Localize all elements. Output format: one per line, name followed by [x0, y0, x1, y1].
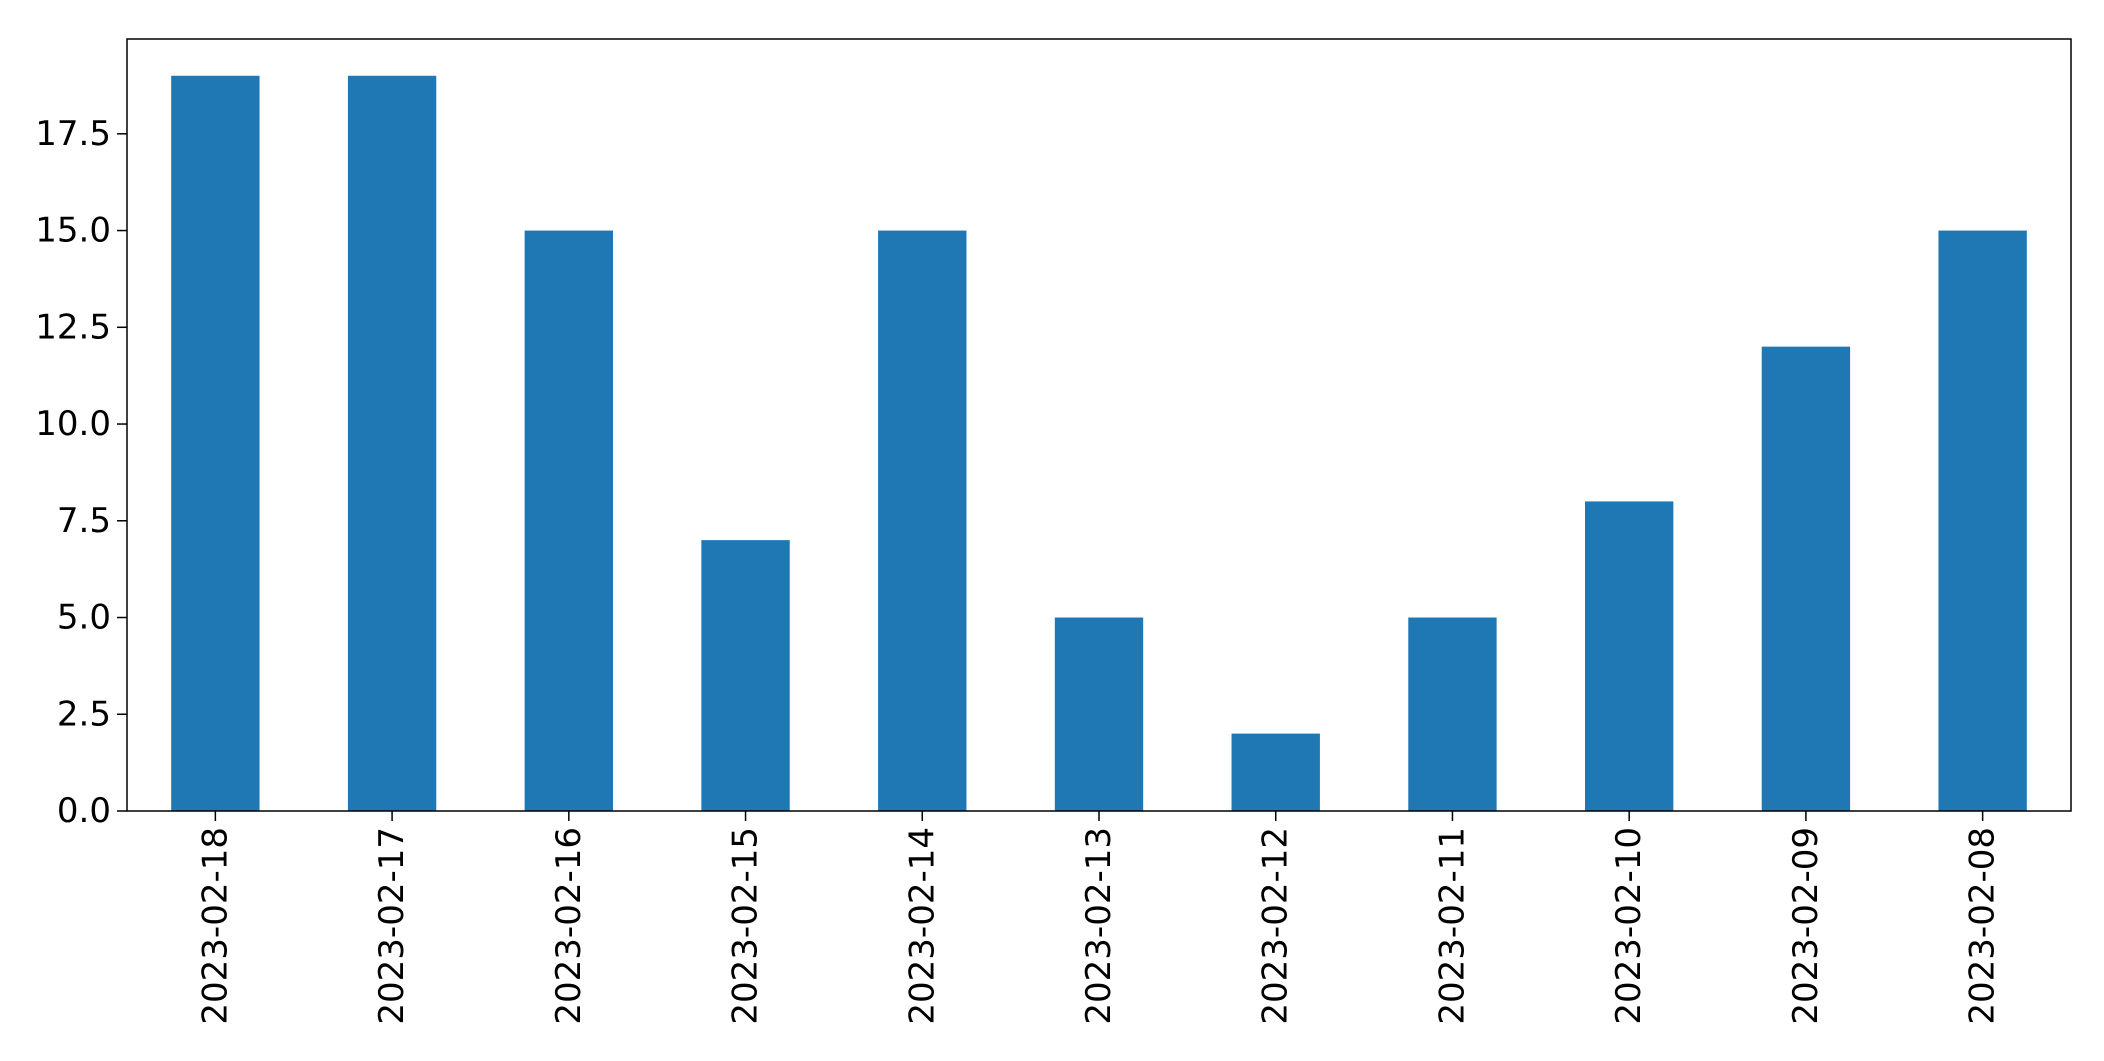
x-tick-label: 2023-02-11	[1432, 827, 1472, 1025]
bar-2023-02-08	[1938, 230, 2027, 811]
bar-2023-02-12	[1231, 733, 1320, 811]
x-tick-label: 2023-02-10	[1609, 827, 1649, 1025]
bar-2023-02-14	[878, 230, 967, 811]
x-tick-label: 2023-02-14	[902, 827, 942, 1025]
y-tick-label: 15.0	[35, 211, 111, 251]
x-tick-label: 2023-02-18	[195, 827, 235, 1025]
y-tick-label: 17.5	[35, 114, 111, 154]
plot-frame	[126, 38, 2072, 812]
x-tick-label: 2023-02-15	[726, 827, 766, 1025]
y-tick-label: 12.5	[35, 307, 111, 347]
x-tick-label: 2023-02-13	[1079, 827, 1119, 1025]
bar-2023-02-17	[347, 75, 437, 811]
x-axis: 2023-02-18 2023-02-17 2023-02-16 2023-02-15…	[195, 811, 2003, 1025]
bars-group	[171, 75, 2027, 811]
y-axis: 0.0 2.5 5.0 7.5 10.0 12.5 15.0 17.5	[35, 114, 127, 831]
x-tick-label: 2023-02-16	[549, 827, 589, 1025]
bar-2023-02-15	[701, 540, 790, 811]
bar-2023-02-18	[171, 75, 260, 811]
y-tick-label: 10.0	[35, 404, 111, 444]
y-tick-label: 2.5	[57, 694, 111, 734]
bar-2023-02-13	[1054, 617, 1144, 811]
x-tick-label: 2023-02-17	[372, 827, 412, 1025]
x-tick-label: 2023-02-12	[1256, 827, 1296, 1025]
x-tick-label: 2023-02-09	[1786, 827, 1826, 1025]
y-tick-label: 7.5	[57, 501, 111, 541]
bar-2023-02-10	[1585, 501, 1674, 811]
y-tick-label: 5.0	[57, 598, 111, 638]
bar-2023-02-09	[1761, 346, 1851, 811]
bar-2023-02-11	[1408, 617, 1497, 811]
y-tick-label: 0.0	[57, 791, 111, 831]
x-tick-label: 2023-02-08	[1963, 827, 2003, 1025]
bar-2023-02-16	[524, 230, 613, 811]
